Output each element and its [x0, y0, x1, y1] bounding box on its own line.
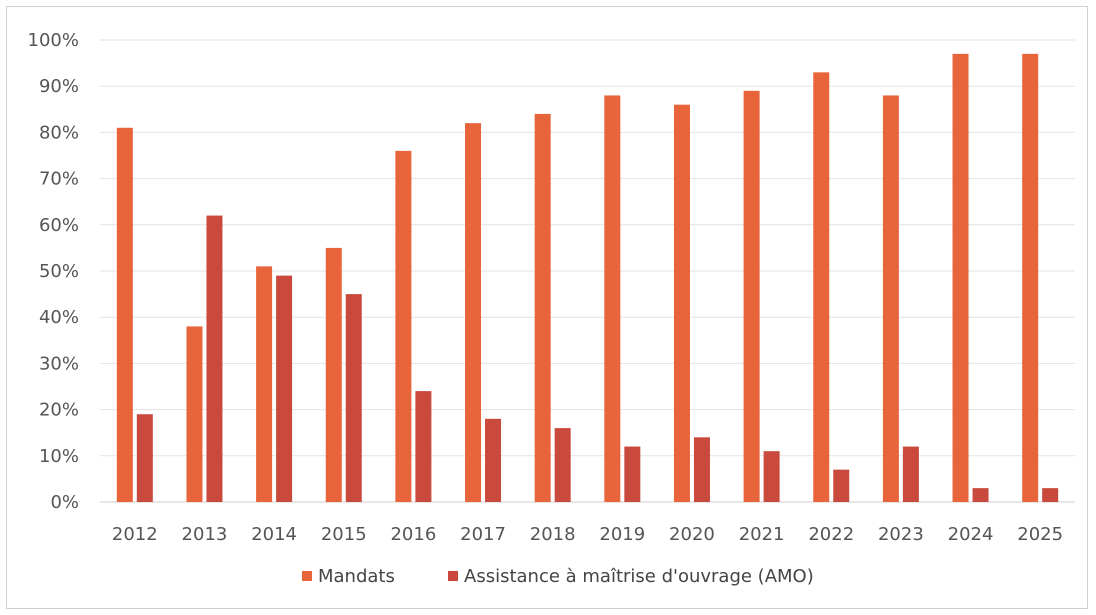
bars — [116, 53, 1059, 503]
y-tick-label: 30% — [39, 353, 79, 374]
x-tick-label: 2017 — [460, 524, 506, 545]
bar-mandats-2025 — [1022, 53, 1039, 503]
y-tick-label: 90% — [39, 76, 79, 97]
y-tick-label: 60% — [39, 215, 79, 236]
bar-mandats-2023 — [882, 95, 899, 502]
x-tick-label: 2014 — [251, 524, 297, 545]
bar-amo-2018 — [554, 428, 571, 502]
bar-amo-2013 — [206, 215, 223, 502]
bar-amo-2014 — [276, 275, 293, 502]
x-tick-label: 2015 — [321, 524, 367, 545]
y-axis-ticks: 0% 10% 20% 30% 40% 50% 60% 70% 80% 90% 100% — [28, 30, 79, 513]
bar-mandats-2022 — [813, 72, 830, 502]
legend-label-amo: Assistance à maîtrise d'ouvrage (AMO) — [464, 566, 814, 587]
y-tick-label: 80% — [39, 122, 79, 143]
gridlines — [100, 39, 1075, 503]
bar-amo-2017 — [485, 418, 502, 502]
legend: Mandats Assistance à maîtrise d'ouvrage (… — [302, 566, 814, 587]
y-tick-label: 40% — [39, 307, 79, 328]
bar-amo-2019 — [624, 446, 641, 502]
legend-swatch-mandats — [302, 571, 312, 581]
y-tick-label: 20% — [39, 400, 79, 421]
x-tick-label: 2019 — [599, 524, 645, 545]
x-tick-label: 2023 — [878, 524, 924, 545]
x-tick-label: 2021 — [739, 524, 785, 545]
bar-mandats-2020 — [673, 104, 690, 503]
legend-swatch-amo — [448, 571, 458, 581]
x-axis-ticks: 2012 2013 2014 2015 2016 2017 2018 2019 2020 2021… — [112, 524, 1063, 545]
bar-amo-2022 — [833, 469, 850, 502]
bar-amo-2021 — [763, 451, 780, 502]
y-tick-label: 0% — [50, 492, 79, 513]
bar-amo-2024 — [972, 488, 989, 502]
bar-amo-2012 — [136, 414, 153, 502]
x-tick-label: 2025 — [1017, 524, 1063, 545]
x-tick-label: 2020 — [669, 524, 715, 545]
y-tick-label: 10% — [39, 446, 79, 467]
x-tick-label: 2016 — [390, 524, 436, 545]
bar-amo-2015 — [345, 294, 362, 502]
bar-amo-2023 — [902, 446, 919, 502]
bar-mandats-2016 — [395, 150, 412, 502]
bar-amo-2016 — [415, 391, 432, 502]
bar-mandats-2017 — [465, 123, 482, 502]
x-tick-label: 2012 — [112, 524, 158, 545]
bar-mandats-2014 — [256, 266, 273, 502]
x-tick-label: 2022 — [808, 524, 854, 545]
bar-amo-2020 — [693, 437, 710, 502]
bar-mandats-2013 — [186, 326, 203, 502]
y-tick-label: 100% — [28, 30, 79, 51]
bar-amo-2025 — [1042, 488, 1059, 502]
y-tick-label: 50% — [39, 261, 79, 282]
bar-mandats-2015 — [325, 247, 342, 502]
y-tick-label: 70% — [39, 169, 79, 190]
legend-label-mandats: Mandats — [318, 566, 395, 587]
bar-mandats-2019 — [604, 95, 621, 502]
x-tick-label: 2013 — [182, 524, 228, 545]
bar-mandats-2021 — [743, 90, 760, 502]
bar-mandats-2024 — [952, 53, 969, 503]
x-tick-label: 2018 — [530, 524, 576, 545]
bar-mandats-2012 — [116, 127, 133, 502]
x-tick-label: 2024 — [948, 524, 994, 545]
bar-mandats-2018 — [534, 113, 551, 503]
